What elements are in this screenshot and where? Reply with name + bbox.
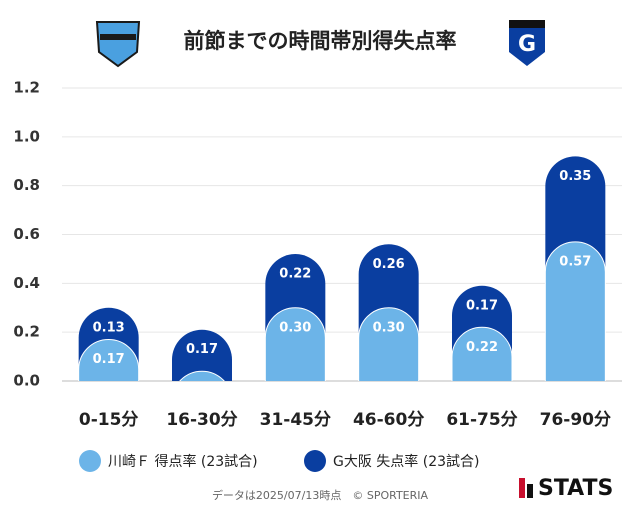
value-label: 0.17: [186, 342, 218, 357]
chart-title: 前節までの時間帯別得失点率: [184, 29, 457, 53]
legend-swatch: [304, 450, 326, 472]
footer: データは2025/07/13時点 © SPORTERIA: [212, 488, 429, 502]
away-logo: G: [509, 20, 545, 66]
x-tick-label: 76-90分: [540, 410, 611, 430]
bars: [78, 156, 606, 381]
y-tick-label: 0.2: [13, 323, 40, 341]
brand: STATS: [538, 476, 613, 501]
x-tick-label: 0-15分: [79, 410, 139, 430]
x-tick-label: 46-60分: [353, 410, 424, 430]
value-label: 0.30: [279, 320, 311, 335]
svg-text:G: G: [518, 32, 536, 57]
y-tick-label: 0.4: [13, 274, 40, 292]
bar-segment: [172, 329, 232, 381]
value-label: 0.30: [373, 320, 405, 335]
brand-mark: [527, 484, 533, 498]
bar-segment: [358, 307, 420, 381]
value-label: 0.17: [93, 352, 125, 367]
home-logo: [95, 21, 141, 68]
value-label: 0.26: [373, 257, 405, 272]
bar-segment: [179, 370, 225, 381]
y-tick-label: 0.6: [13, 225, 40, 243]
y-tick-label: 0.8: [13, 176, 40, 194]
x-tick-label: 16-30分: [166, 410, 237, 430]
x-tick-label: 31-45分: [260, 410, 331, 430]
legend-label: G大阪 失点率 (23試合): [333, 453, 480, 470]
brand-mark: [519, 478, 525, 498]
value-label: 0.57: [559, 254, 591, 269]
y-tick-label: 1.0: [13, 127, 40, 145]
value-label: 0.22: [279, 267, 311, 282]
value-label: 0.17: [466, 298, 498, 313]
legend-label: 川崎Ｆ 得点率 (23試合): [108, 453, 258, 470]
value-label: 0.35: [559, 169, 591, 184]
bar-segment: [264, 307, 326, 381]
value-label: 0.22: [466, 340, 498, 355]
x-tick-label: 61-75分: [446, 410, 517, 430]
bar-segment: [78, 339, 140, 381]
y-tick-label: 1.2: [13, 79, 40, 97]
legend-swatch: [79, 450, 101, 472]
bar-segment: [451, 326, 513, 381]
value-label: 0.13: [93, 320, 125, 335]
bar-segment: [544, 241, 606, 381]
y-tick-label: 0.0: [13, 372, 40, 390]
